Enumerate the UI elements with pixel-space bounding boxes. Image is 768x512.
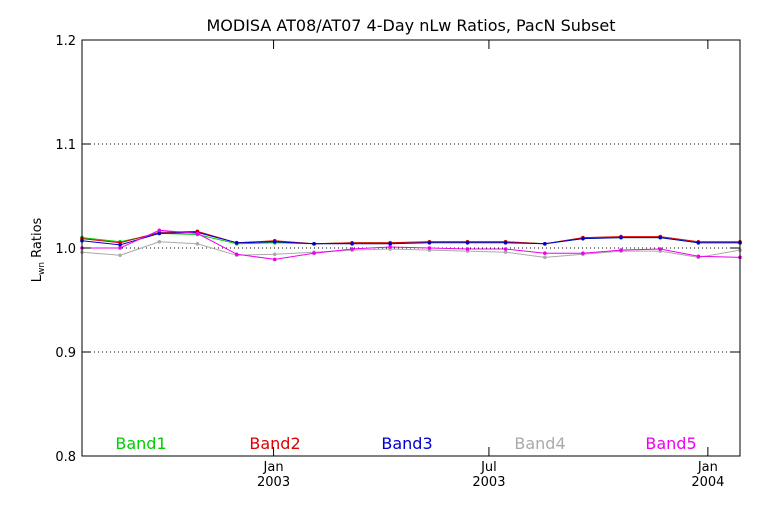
data-point-band3 [581,236,585,241]
data-point-band3 [388,242,392,246]
legend-label-band4: Band4 [514,434,565,453]
data-point-band3 [350,242,354,246]
data-point-band5 [272,257,277,262]
data-point-band4 [503,250,508,254]
data-point-band5 [350,247,354,251]
y-axis-label-main: L [30,274,45,282]
data-point-band3 [658,235,663,240]
data-point-band5 [427,246,432,250]
data-point-band5 [388,245,392,249]
data-point-band3 [619,235,623,240]
legend: Band1 Band2 Band3 Band4 Band5 [115,434,696,453]
data-point-band3 [157,231,162,236]
y-tick-label: 1.2 [55,34,76,49]
series-line-band4 [81,241,741,258]
data-point-band4 [272,252,277,257]
data-point-band4 [118,253,122,258]
x-tick-month: Jan [697,460,718,475]
data-point-band3 [234,241,239,245]
data-point-band3 [272,239,277,244]
y-tick-label: 0.9 [55,346,76,361]
data-point-band3 [312,242,316,246]
data-point-band3 [465,241,470,245]
data-point-band5 [658,247,663,251]
x-tick-year: 2003 [257,475,290,490]
y-tick-label: 1.1 [55,138,76,153]
y-axis-label-sub: wn [37,262,47,275]
legend-label-band3: Band3 [381,434,432,453]
x-tick-month: Jan [263,460,284,475]
y-axis-label-rest: Ratios [30,217,45,262]
data-point-band3 [118,243,122,247]
data-point-band5 [118,246,122,250]
data-point-band4 [543,255,547,260]
chart-title: MODISA AT08/AT07 4-Day nLw Ratios, PacN … [206,16,615,35]
x-tick-year: 2003 [472,475,505,490]
data-point-band5 [465,247,470,251]
data-point-band3 [696,241,701,245]
legend-label-band1: Band1 [115,434,166,453]
data-point-band5 [234,252,239,257]
y-axis: 0.8 0.9 1.0 1.1 1.2 [55,34,740,465]
legend-label-band2: Band2 [249,434,300,453]
data-point-band5 [543,251,547,255]
data-point-band5 [312,251,316,255]
data-point-band5 [157,228,162,233]
legend-label-band5: Band5 [645,434,696,453]
y-tick-label: 0.8 [55,450,76,465]
data-point-band3 [543,242,547,246]
data-point-band5 [581,251,585,255]
y-axis-label: Lwn Ratios [30,217,47,282]
data-point-band3 [503,241,508,245]
series-line-band5 [82,229,741,260]
data-point-band5 [195,231,200,236]
data-point-band5 [696,254,701,259]
data-point-band5 [503,247,508,251]
series-line-band2 [81,230,740,245]
x-tick-year: 2004 [691,475,724,490]
x-tick-month: Jul [480,460,497,475]
series-lines [80,228,742,262]
data-point-band3 [427,241,432,245]
data-point-band4 [157,239,162,244]
data-point-band5 [619,248,623,252]
y-tick-label: 1.0 [55,242,76,257]
data-point-band4 [195,242,200,246]
